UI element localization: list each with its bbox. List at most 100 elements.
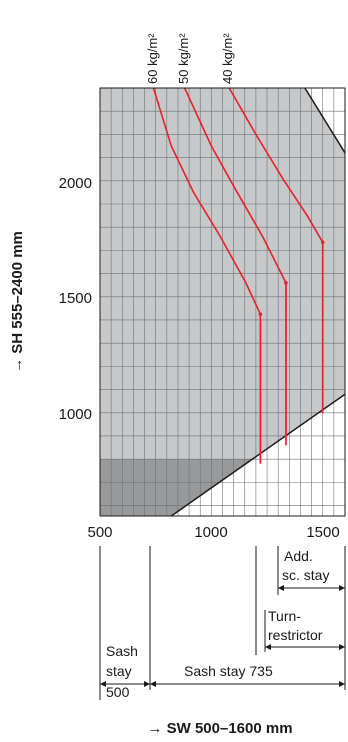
grid bbox=[100, 88, 345, 516]
series-dot bbox=[259, 394, 262, 396]
series-dot bbox=[285, 443, 287, 446]
series-dot bbox=[321, 336, 324, 338]
series-dot bbox=[285, 435, 287, 437]
series-dot bbox=[285, 312, 287, 315]
series-dot bbox=[285, 429, 287, 432]
series-dot bbox=[259, 321, 262, 324]
series-dot bbox=[285, 315, 287, 318]
series-dot bbox=[259, 349, 262, 352]
series-dot bbox=[285, 345, 287, 348]
series-dot bbox=[259, 318, 262, 321]
series-dot bbox=[259, 416, 262, 419]
series-dot bbox=[321, 266, 324, 269]
series-dot bbox=[285, 384, 287, 387]
series-dot bbox=[259, 346, 262, 349]
series-dot bbox=[285, 293, 287, 295]
series-dot bbox=[321, 280, 324, 283]
series-dot bbox=[259, 421, 262, 424]
series-dot bbox=[259, 407, 262, 410]
series-dot bbox=[285, 401, 287, 404]
series-dot bbox=[321, 249, 324, 252]
series-dot bbox=[259, 427, 262, 430]
sash-stay-735-label: Sash stay 735 bbox=[184, 663, 273, 679]
series-dot bbox=[285, 351, 287, 354]
series-dot bbox=[259, 419, 262, 421]
series-dot bbox=[321, 397, 324, 400]
series-dot bbox=[259, 399, 262, 402]
series-dot bbox=[285, 426, 287, 429]
sash-stay-label-line2: stay bbox=[106, 663, 132, 679]
series-dot bbox=[259, 335, 262, 338]
series-dot bbox=[259, 455, 262, 458]
sash-stay-500-value: 500 bbox=[106, 684, 130, 700]
series-dot bbox=[321, 408, 324, 411]
series-dot bbox=[321, 274, 324, 277]
series-dot bbox=[259, 374, 262, 377]
series-dot bbox=[259, 341, 262, 343]
series-dot bbox=[285, 415, 287, 418]
x-axis-arrow: → bbox=[147, 720, 162, 737]
series-dot bbox=[321, 319, 324, 322]
series-dot bbox=[321, 330, 324, 333]
series-points bbox=[258, 240, 325, 463]
svg-text:→ SH 555–2400 mm: → SH 555–2400 mm bbox=[9, 231, 26, 373]
series-dot bbox=[259, 396, 262, 399]
series-dot bbox=[285, 332, 287, 334]
series-dot bbox=[285, 287, 287, 290]
series-dot bbox=[259, 460, 262, 463]
series-dot bbox=[259, 343, 262, 346]
series-dot bbox=[321, 352, 324, 355]
series-dot bbox=[321, 386, 324, 388]
y-axis-label: SH 555–2400 mm bbox=[9, 231, 26, 354]
series-dot bbox=[285, 343, 287, 346]
series-dot bbox=[321, 324, 324, 327]
series-dot bbox=[321, 322, 324, 324]
series-dot bbox=[259, 388, 262, 391]
series-dot bbox=[321, 372, 324, 375]
y-tick-label-1000: 1000 bbox=[59, 406, 92, 423]
series-dot bbox=[321, 411, 324, 413]
series-dot bbox=[259, 432, 262, 435]
series-dot bbox=[285, 329, 287, 332]
add-sc-stay-label-line2: sc. stay bbox=[282, 567, 329, 583]
series-dot bbox=[321, 271, 324, 274]
series-dot bbox=[321, 308, 324, 310]
y-axis-title: → SH 555–2400 mm bbox=[9, 231, 26, 373]
series-dot bbox=[321, 302, 324, 305]
series-dot bbox=[285, 437, 287, 440]
series-dot bbox=[321, 255, 324, 258]
series-dot bbox=[259, 313, 262, 316]
series-dot bbox=[321, 258, 324, 260]
x-axis-label: SW 500–1600 mm bbox=[167, 720, 293, 737]
series-dot bbox=[285, 284, 287, 287]
series-dot bbox=[321, 277, 324, 280]
series-dot bbox=[259, 452, 262, 455]
lower-limit-line bbox=[170, 393, 346, 517]
series-dot bbox=[285, 423, 287, 426]
series-dot bbox=[285, 298, 287, 301]
series-dot bbox=[321, 327, 324, 330]
series-dot bbox=[285, 304, 287, 307]
series-dot bbox=[321, 369, 324, 372]
series-dot bbox=[321, 402, 324, 405]
series-dot bbox=[321, 333, 324, 336]
series-dot bbox=[321, 383, 324, 386]
series-dot bbox=[259, 357, 262, 360]
series-dot bbox=[259, 441, 262, 444]
series-dot bbox=[259, 380, 262, 382]
series-dot bbox=[259, 355, 262, 357]
series-dot bbox=[321, 260, 324, 263]
series-dot bbox=[259, 424, 262, 427]
series-dot bbox=[285, 301, 287, 304]
x-tick-label-1000: 1000 bbox=[194, 524, 227, 541]
series-dot bbox=[285, 379, 287, 382]
x-tick-label-500: 500 bbox=[87, 524, 112, 541]
upper-limit-line bbox=[304, 87, 346, 154]
series-dot bbox=[321, 366, 324, 369]
series-dot bbox=[259, 430, 262, 432]
series-dot bbox=[259, 410, 262, 413]
y-axis-arrow: → bbox=[9, 358, 26, 373]
series-dot bbox=[285, 337, 287, 340]
series-dot bbox=[259, 360, 262, 363]
series-dot bbox=[321, 344, 324, 347]
